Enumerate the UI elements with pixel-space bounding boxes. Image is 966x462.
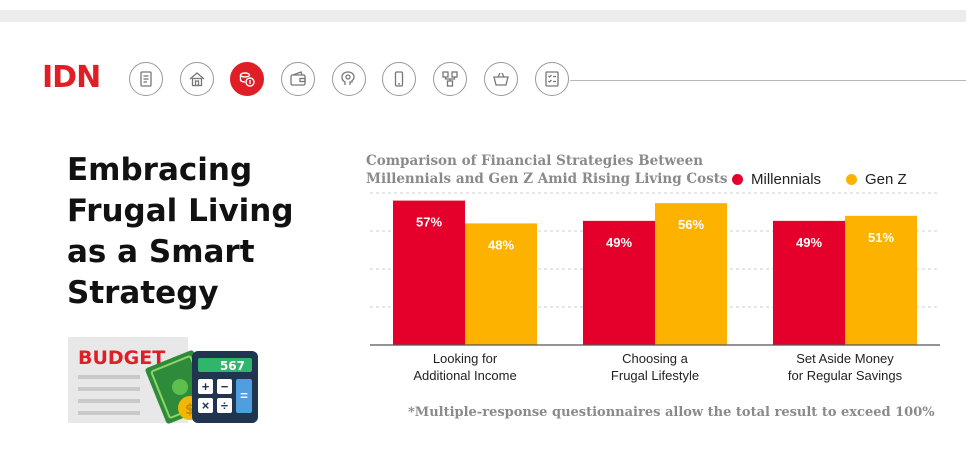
data-label-genz: 56%: [678, 217, 704, 232]
bar-genz: [655, 203, 727, 345]
page-headline: Embracing Frugal Living as a Smart Strat…: [67, 150, 327, 314]
category-label: Set Aside Money: [796, 351, 894, 366]
data-label-genz: 51%: [868, 230, 894, 245]
nav-document-icon[interactable]: [129, 62, 163, 96]
legend-label-millennials: Millennials: [751, 170, 822, 188]
category-label: Additional Income: [413, 368, 516, 383]
legend-label-genz: Gen Z: [865, 170, 907, 188]
nav-network-icon[interactable]: [433, 62, 467, 96]
nav-brain-icon[interactable]: [332, 62, 366, 96]
nav-wallet-icon[interactable]: [281, 62, 315, 96]
bar-millennials: [773, 220, 845, 345]
legend-swatch-millennials: [732, 173, 743, 185]
headline-line: Frugal Living: [67, 193, 294, 229]
budget-line: [78, 399, 140, 403]
nav-divider-line: [570, 80, 966, 81]
budget-line: [78, 375, 140, 379]
data-label-genz: 48%: [488, 237, 514, 252]
nav-checklist-icon[interactable]: [535, 62, 569, 96]
budget-line: [78, 387, 140, 391]
chart-title-line: Millennials and Gen Z Amid Rising Living…: [366, 171, 728, 187]
legend-swatch-genz: [846, 173, 857, 185]
legend-item-millennials: Millennials: [732, 170, 821, 188]
svg-text:$: $: [185, 402, 195, 418]
calculator-display: [198, 358, 252, 372]
brand-logo[interactable]: IDN: [42, 60, 101, 95]
bar-millennials: [393, 200, 465, 345]
svg-text:=: =: [240, 388, 248, 403]
svg-text:−: −: [221, 379, 229, 394]
svg-text:+: +: [202, 379, 210, 394]
top-strip: [0, 10, 966, 22]
category-label: Frugal Lifestyle: [611, 368, 699, 383]
category-label: for Regular Savings: [788, 368, 903, 383]
data-label-millennials: 49%: [796, 235, 822, 250]
budget-label: BUDGET: [78, 347, 165, 369]
headline-line: Embracing: [67, 152, 253, 188]
bar-genz: [465, 223, 537, 345]
svg-text:÷: ÷: [221, 398, 228, 413]
headline-line: Strategy: [67, 275, 219, 311]
calculator-display-value: 567: [220, 359, 245, 373]
chart-footnote: *Multiple-response questionnaires allow …: [408, 405, 935, 420]
bar-genz: [845, 215, 917, 345]
data-label-millennials: 49%: [606, 235, 632, 250]
nav-coins-icon[interactable]: [230, 62, 264, 96]
bar-millennials: [583, 220, 655, 345]
svg-text:×: ×: [202, 398, 210, 413]
nav-shopping-basket-icon[interactable]: [484, 62, 518, 96]
category-label: Choosing a: [622, 351, 689, 366]
chart-title: Comparison of Financial Strategies Betwe…: [366, 152, 728, 188]
budget-calculator-illustration: BUDGET $ 567 + − × ÷ =: [68, 337, 258, 424]
legend-item-genz: Gen Z: [846, 170, 907, 188]
budget-line: [78, 411, 140, 415]
nav-house-icon[interactable]: [180, 62, 214, 96]
data-label-millennials: 57%: [416, 215, 442, 230]
chart-title-line: Comparison of Financial Strategies Betwe…: [366, 153, 704, 169]
category-label: Looking for: [433, 351, 498, 366]
headline-line: as a Smart: [67, 234, 255, 270]
nav-phone-icon[interactable]: [382, 62, 416, 96]
